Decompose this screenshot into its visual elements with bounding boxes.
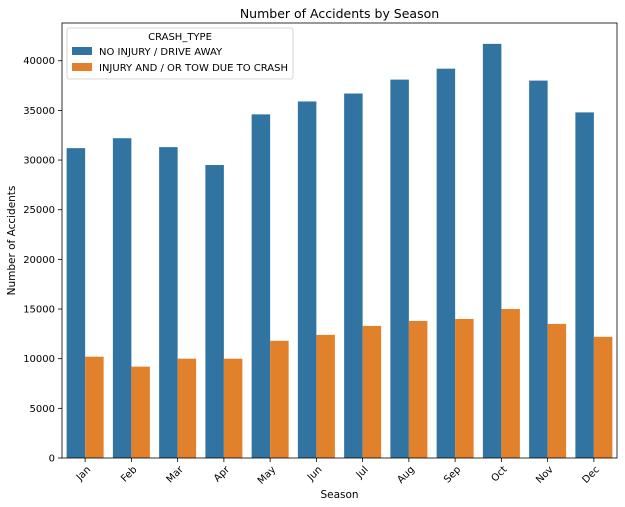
legend-title: CRASH_TYPE	[148, 32, 212, 43]
y-tick-label: 15000	[23, 305, 55, 316]
bar-mar-series-2	[177, 358, 197, 458]
y-tick-label: 5000	[30, 404, 55, 415]
legend-label-2: INJURY AND / OR TOW DUE TO CRASH	[99, 63, 288, 74]
bar-sep-series-2	[455, 318, 474, 458]
bars-group	[66, 43, 613, 459]
legend-label-1: NO INJURY / DRIVE AWAY	[99, 47, 223, 58]
bar-jun-series-1	[297, 101, 317, 459]
bar-jan-series-1	[66, 148, 86, 458]
bar-aug-series-1	[390, 79, 409, 459]
legend-box	[66, 27, 294, 80]
bar-jul-series-1	[344, 93, 363, 458]
y-tick-label: 0	[49, 454, 55, 465]
bar-mar-series-1	[159, 147, 178, 458]
legend: CRASH_TYPE NO INJURY / DRIVE AWAY INJURY …	[66, 27, 294, 80]
y-tick-label: 20000	[23, 255, 55, 266]
bar-nov-series-1	[529, 80, 548, 458]
y-tick-label: 35000	[23, 106, 55, 117]
bar-feb-series-2	[131, 366, 150, 458]
y-axis-title: Number of Accidents	[6, 186, 18, 296]
bar-aug-series-2	[408, 320, 428, 458]
bar-sep-series-1	[436, 68, 456, 459]
bar-oct-series-2	[501, 309, 520, 458]
bar-may-series-1	[251, 114, 271, 459]
bar-apr-series-1	[205, 165, 224, 458]
y-tick-label: 10000	[23, 354, 55, 365]
bar-dec-series-2	[593, 336, 613, 458]
bar-jun-series-2	[316, 334, 335, 458]
bar-apr-series-2	[223, 358, 243, 458]
bar-dec-series-1	[575, 112, 594, 458]
x-axis-title: Season	[320, 489, 358, 501]
bar-may-series-2	[270, 340, 289, 458]
bar-jan-series-2	[85, 356, 104, 458]
bar-feb-series-1	[112, 138, 132, 458]
bar-nov-series-2	[547, 323, 567, 458]
y-tick-label: 25000	[23, 205, 55, 216]
y-tick-label: 30000	[23, 156, 55, 167]
chart-title: Number of Accidents by Season	[240, 6, 439, 21]
y-axis: 0 5000 10000 15000 20000 25000 30000 35000 40000	[23, 56, 62, 465]
y-tick-label: 40000	[23, 56, 55, 67]
plot-frame	[61, 22, 618, 459]
bar-oct-series-1	[482, 43, 502, 459]
legend-swatch-1	[72, 47, 92, 55]
bar-jul-series-2	[362, 325, 382, 458]
legend-swatch-2	[72, 63, 92, 71]
